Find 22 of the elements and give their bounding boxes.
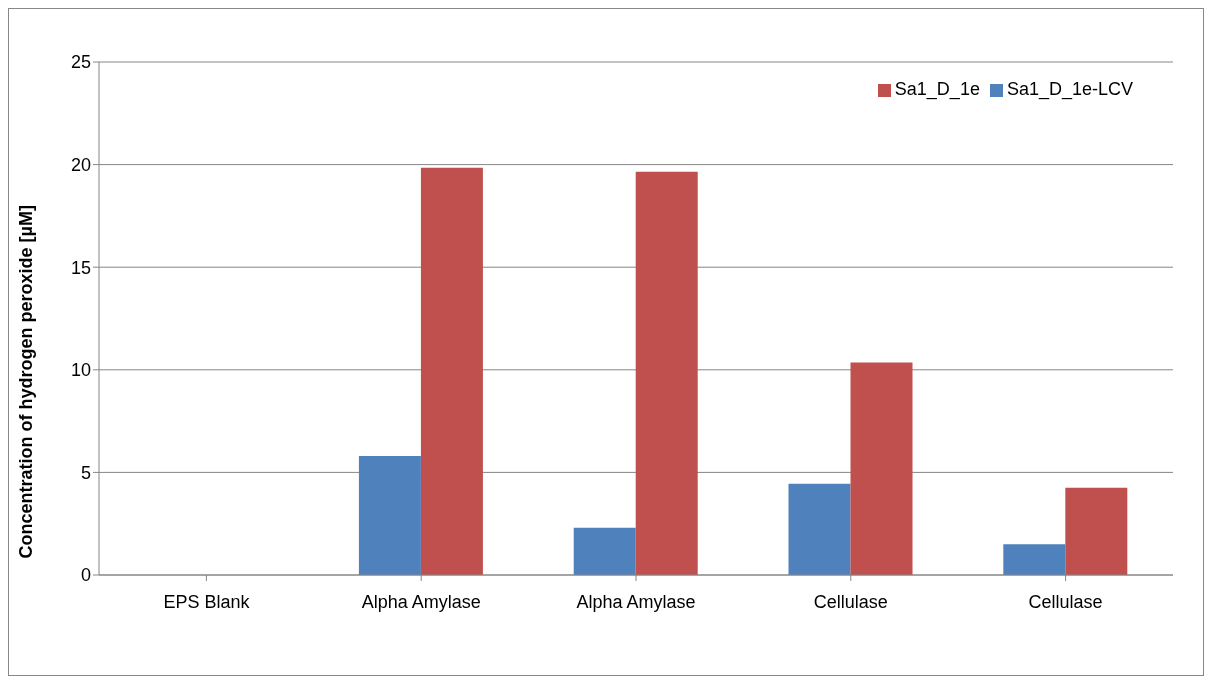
bar — [573, 527, 636, 575]
y-tick-label: 0 — [80, 565, 91, 586]
x-tick-label: Cellulase — [1028, 591, 1103, 612]
x-tick-label: Alpha Amylase — [361, 591, 481, 612]
legend-label: Sa1_D_1e-LCV — [1006, 79, 1133, 99]
bar — [1003, 544, 1066, 575]
bar — [1065, 487, 1128, 575]
y-tick-label: 10 — [70, 360, 91, 381]
bar — [358, 455, 421, 575]
x-tick-label: Cellulase — [813, 591, 888, 612]
bar — [420, 167, 483, 575]
y-tick-label: 20 — [70, 154, 91, 175]
x-tick-label: EPS Blank — [163, 591, 251, 612]
y-tick-label: 15 — [70, 257, 91, 278]
bar — [635, 171, 698, 575]
bar — [788, 483, 851, 575]
bar — [850, 362, 913, 575]
y-tick-label: 5 — [80, 462, 91, 483]
legend-label: Sa1_D_1e — [894, 79, 980, 99]
y-axis-title: Concentration of hydrogen peroxide [µM] — [16, 205, 37, 559]
x-tick-label: Alpha Amylase — [576, 591, 696, 612]
y-tick-label: 25 — [70, 52, 91, 73]
